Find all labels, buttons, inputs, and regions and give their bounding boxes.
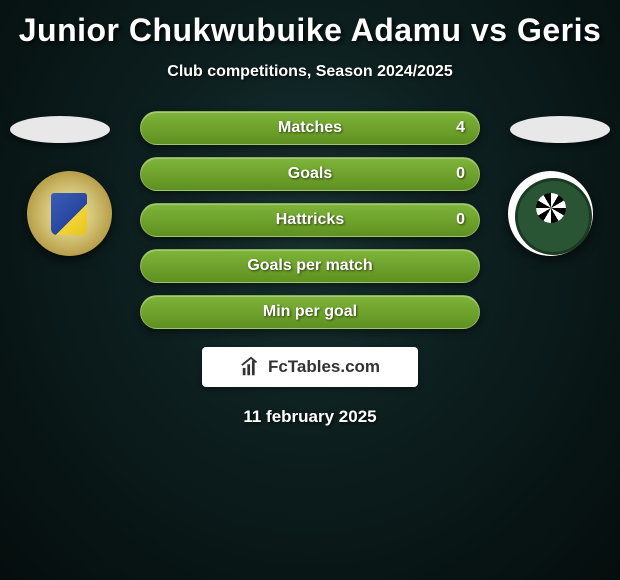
brand-watermark: FcTables.com [202,347,418,387]
brand-text: FcTables.com [268,357,380,377]
stat-value-right: 0 [456,211,465,229]
chart-icon [240,356,262,378]
stat-row-matches: Matches 4 [140,111,480,145]
stat-row-goals: Goals 0 [140,157,480,191]
player-right-head-icon [510,116,610,143]
stat-row-hattricks: Hattricks 0 [140,203,480,237]
stat-label: Matches [141,119,479,137]
stat-label: Min per goal [141,303,479,321]
stats-panel: Matches 4 Goals 0 Hattricks 0 Goals per … [140,111,480,329]
stat-label: Goals per match [141,257,479,275]
page-title: Junior Chukwubuike Adamu vs Geris [0,0,620,49]
subtitle: Club competitions, Season 2024/2025 [0,63,620,81]
stat-label: Goals [141,165,479,183]
club-badge-left-icon [27,171,112,256]
comparison-area: Matches 4 Goals 0 Hattricks 0 Goals per … [0,111,620,427]
stat-row-mpg: Min per goal [140,295,480,329]
stat-value-right: 0 [456,165,465,183]
stat-row-gpm: Goals per match [140,249,480,283]
stat-value-right: 4 [456,119,465,137]
player-left-head-icon [10,116,110,143]
date-text: 11 february 2025 [0,407,620,427]
stat-label: Hattricks [141,211,479,229]
club-badge-right-icon [508,171,593,256]
